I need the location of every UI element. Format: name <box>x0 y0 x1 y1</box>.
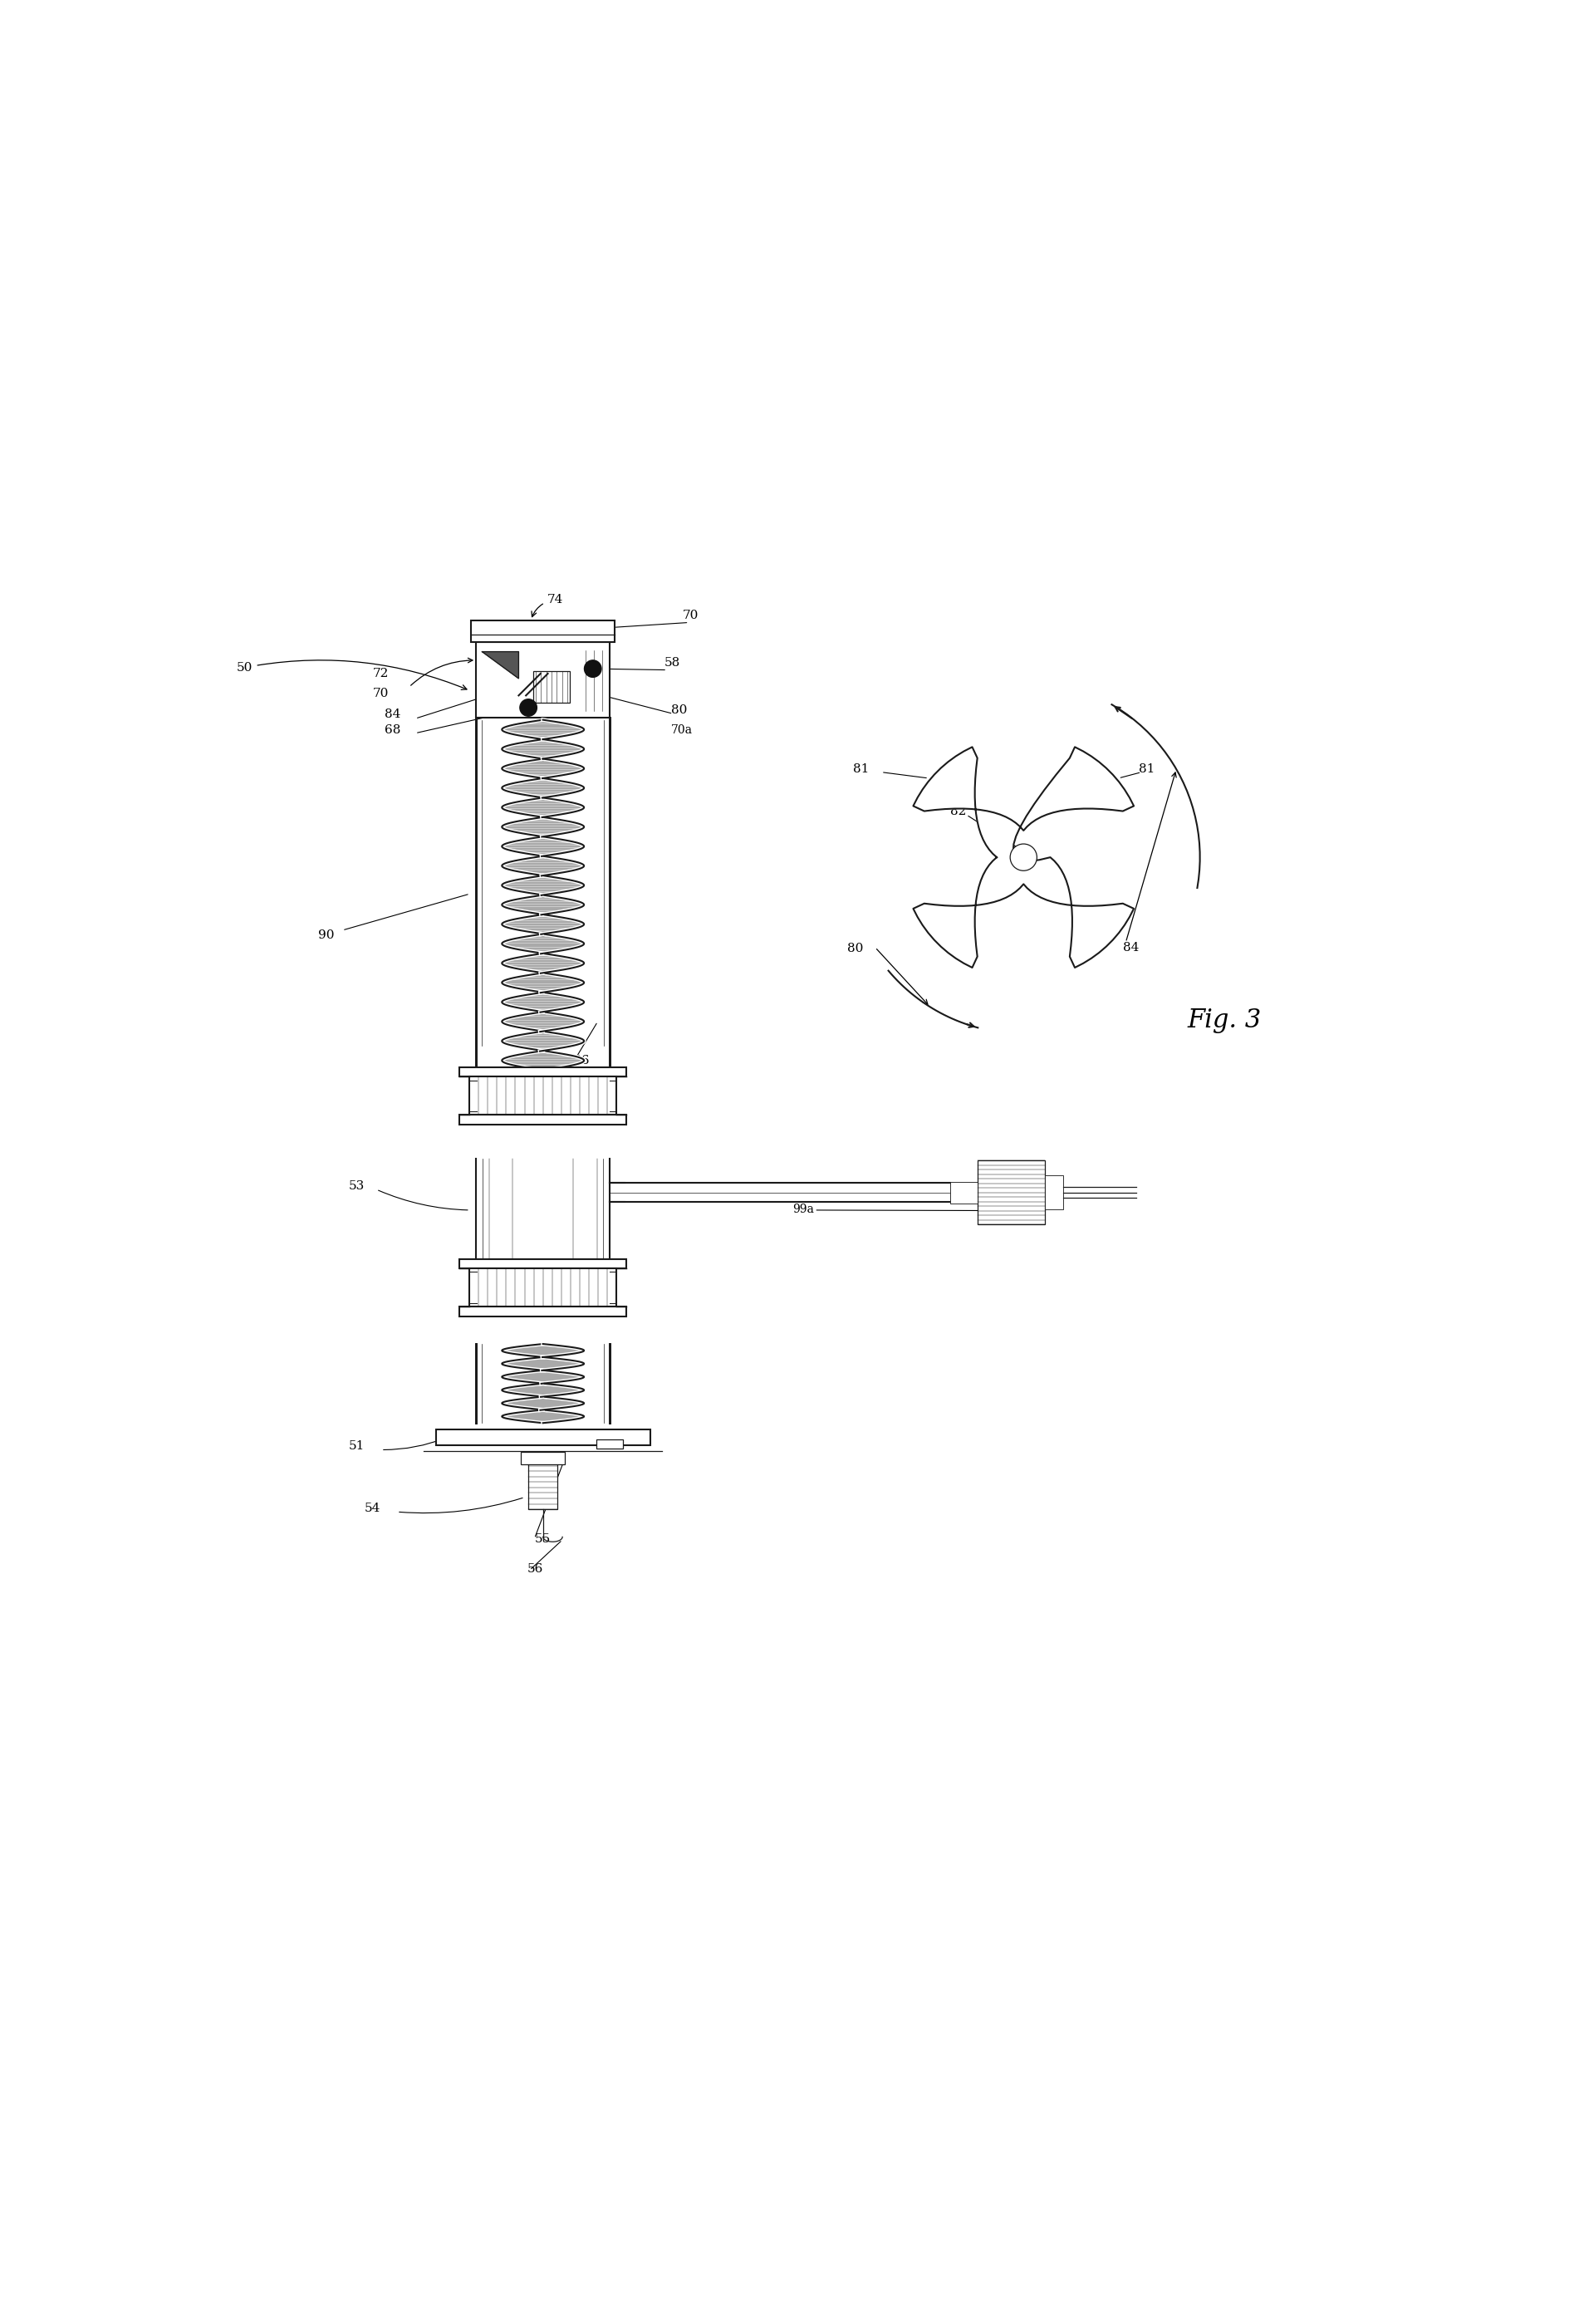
Bar <box>460 1116 626 1125</box>
Polygon shape <box>502 953 584 974</box>
Polygon shape <box>502 855 584 876</box>
Bar <box>596 1439 623 1448</box>
Polygon shape <box>502 974 584 992</box>
Text: 54: 54 <box>364 1504 380 1515</box>
Polygon shape <box>502 739 584 760</box>
Polygon shape <box>482 651 518 679</box>
Text: 84: 84 <box>384 709 400 720</box>
Text: 81: 81 <box>854 762 869 774</box>
Polygon shape <box>502 1357 584 1371</box>
Text: 53: 53 <box>348 1181 364 1192</box>
Text: 80: 80 <box>847 944 863 955</box>
Polygon shape <box>502 779 584 797</box>
Polygon shape <box>913 746 1133 967</box>
Text: 51: 51 <box>348 1441 364 1452</box>
Polygon shape <box>502 1050 584 1071</box>
Text: 74: 74 <box>532 593 563 616</box>
Text: 70a: 70a <box>670 725 692 737</box>
Text: Fig. 2: Fig. 2 <box>469 1092 543 1118</box>
Polygon shape <box>502 1383 584 1397</box>
Polygon shape <box>502 1343 584 1357</box>
Polygon shape <box>502 1411 584 1422</box>
Text: Fig. 3: Fig. 3 <box>1186 1009 1260 1034</box>
Circle shape <box>584 660 601 676</box>
Polygon shape <box>502 934 584 953</box>
Bar <box>529 1455 557 1508</box>
Polygon shape <box>502 876 584 895</box>
Bar <box>469 1076 617 1116</box>
Polygon shape <box>502 916 584 934</box>
Polygon shape <box>502 895 584 916</box>
Polygon shape <box>502 992 584 1013</box>
Polygon shape <box>502 1371 584 1383</box>
Text: 82: 82 <box>949 806 967 818</box>
Bar <box>436 1429 650 1446</box>
Bar <box>475 641 609 718</box>
Text: 90: 90 <box>317 930 334 941</box>
Bar <box>460 1067 626 1076</box>
Text: 56: 56 <box>527 1564 543 1576</box>
Circle shape <box>519 700 537 716</box>
Polygon shape <box>502 1032 584 1050</box>
Bar <box>1045 1176 1062 1208</box>
Polygon shape <box>502 720 584 739</box>
Bar <box>533 672 570 702</box>
Polygon shape <box>502 797 584 818</box>
Polygon shape <box>502 837 584 855</box>
Text: 66: 66 <box>573 1055 590 1067</box>
Text: 55: 55 <box>533 1534 551 1545</box>
Text: 70: 70 <box>683 609 698 621</box>
Polygon shape <box>502 818 584 837</box>
Bar <box>949 1183 977 1204</box>
Polygon shape <box>502 1013 584 1032</box>
Text: 84: 84 <box>1123 941 1139 953</box>
Bar <box>460 1260 626 1269</box>
Text: 58: 58 <box>664 658 681 669</box>
Text: 50: 50 <box>237 660 466 690</box>
Bar <box>521 1452 565 1464</box>
Circle shape <box>1009 844 1037 872</box>
Text: 99a: 99a <box>792 1204 813 1215</box>
Text: 80: 80 <box>670 704 687 716</box>
Bar <box>977 1160 1045 1225</box>
Text: 70: 70 <box>372 688 389 700</box>
Polygon shape <box>502 760 584 779</box>
Polygon shape <box>502 1397 584 1411</box>
Bar <box>460 1306 626 1315</box>
Bar <box>469 1269 617 1306</box>
Bar <box>471 621 615 641</box>
Text: 68: 68 <box>384 725 400 737</box>
Text: 81: 81 <box>1139 762 1155 774</box>
Text: 72: 72 <box>372 667 389 679</box>
